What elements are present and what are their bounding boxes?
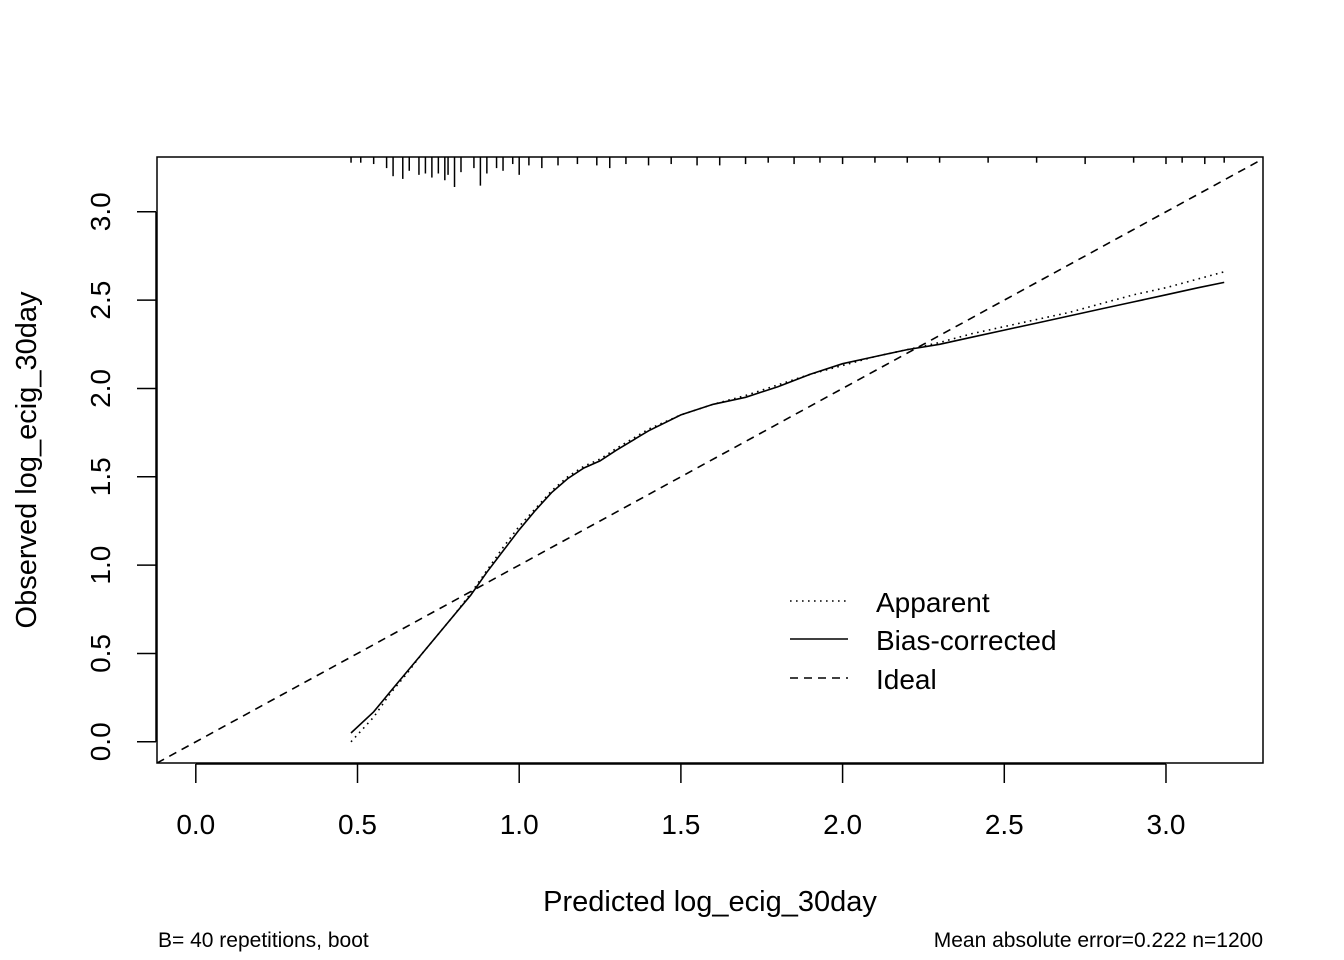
rug-layer (350, 157, 1225, 187)
y-tick-label: 0.5 (85, 634, 116, 673)
y-axis: 0.0 0.5 1.0 1.5 2.0 2.5 3.0 (85, 192, 157, 761)
footer-right-note: Mean absolute error=0.222 n=1200 (933, 929, 1263, 952)
x-tick-label: 1.0 (500, 809, 539, 840)
plot-frame (156, 156, 1264, 764)
series-line-apparent (350, 271, 1225, 743)
x-tick-label: 2.5 (985, 809, 1024, 840)
x-tick-label: 1.5 (661, 809, 700, 840)
x-tick-label: 0.5 (338, 809, 377, 840)
x-tick-label: 3.0 (1147, 809, 1186, 840)
x-tick-label: 2.0 (823, 809, 862, 840)
legend-label-ideal: Ideal (876, 664, 937, 695)
y-tick-label: 1.0 (85, 546, 116, 585)
y-tick-label: 2.5 (85, 281, 116, 320)
series-layer (157, 158, 1263, 763)
legend-label-apparent: Apparent (876, 587, 990, 618)
legend-label-bias-corrected: Bias-corrected (876, 625, 1057, 656)
x-axis-label: Predicted log_ecig_30day (543, 886, 877, 918)
x-tick-label: 0.0 (176, 809, 215, 840)
series-line-bias-corrected (350, 281, 1225, 734)
y-tick-label: 2.0 (85, 369, 116, 408)
series-line-ideal (157, 158, 1263, 763)
legend: Apparent Bias-corrected Ideal (790, 587, 1057, 695)
y-tick-label: 1.5 (85, 457, 116, 496)
y-axis-label: Observed log_ecig_30day (11, 291, 43, 628)
footer-left-note: B= 40 repetitions, boot (158, 929, 369, 952)
y-tick-label: 0.0 (85, 722, 116, 761)
x-axis: 0.0 0.5 1.0 1.5 2.0 2.5 3.0 (176, 763, 1186, 840)
y-tick-label: 3.0 (85, 192, 116, 231)
